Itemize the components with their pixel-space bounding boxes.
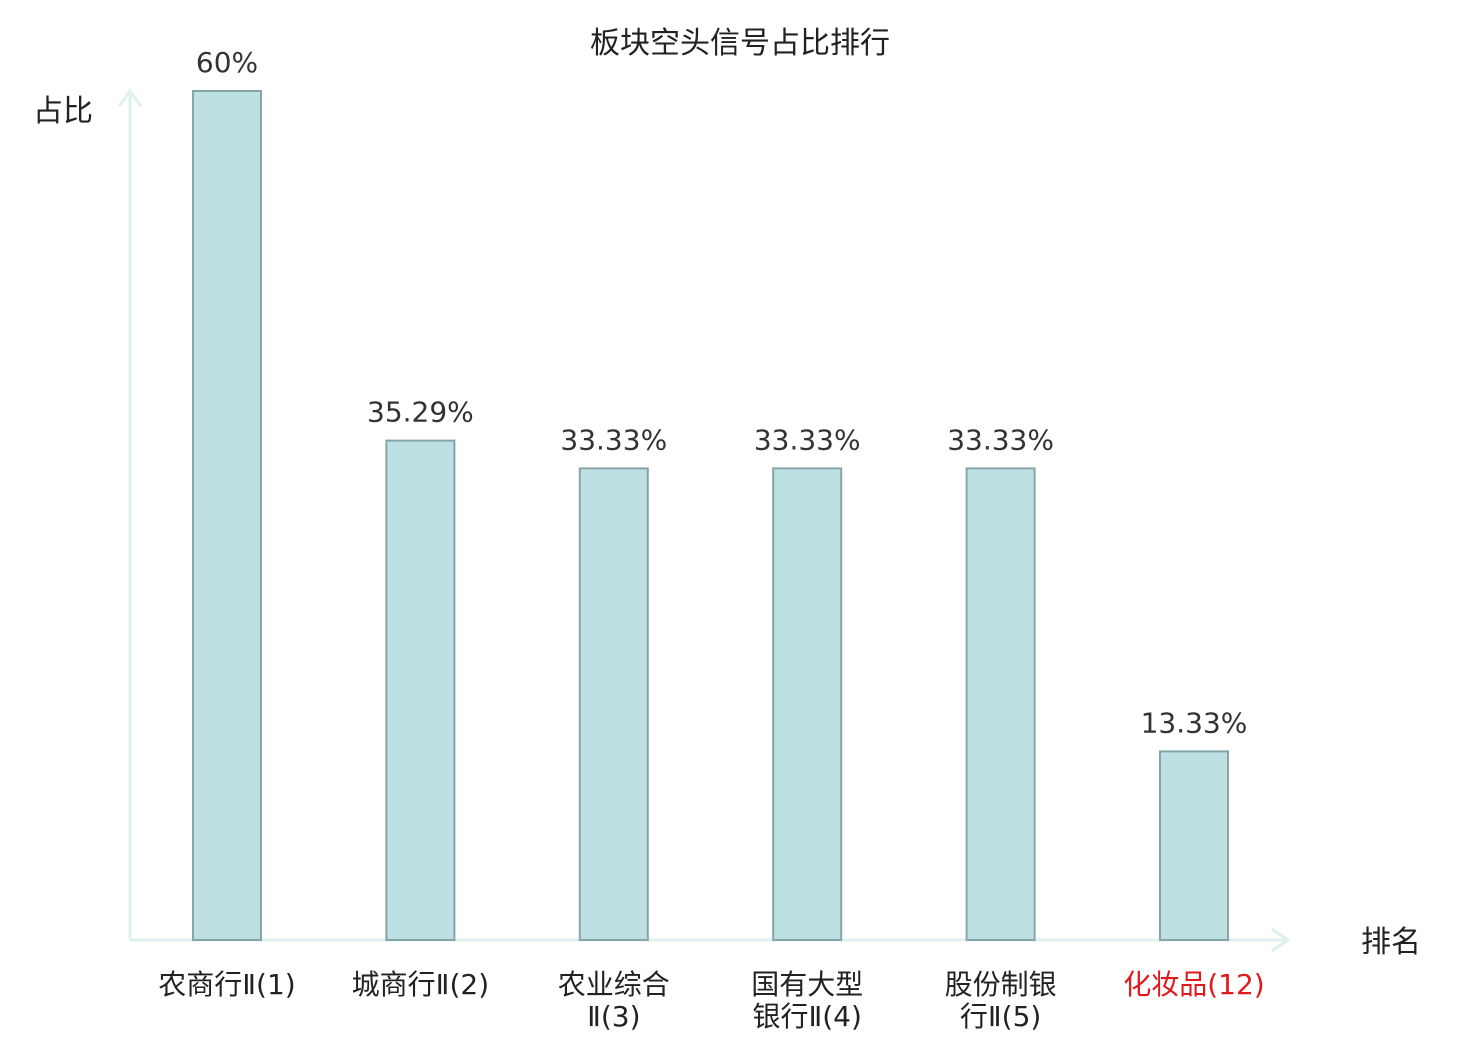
y-axis-label: 占比 — [33, 94, 93, 129]
category-label-4-line-1: 国有大型 — [751, 968, 863, 1001]
bar-4 — [772, 467, 843, 941]
value-label-6: 13.33% — [1141, 706, 1248, 739]
category-label-5-line-2: 行Ⅱ(5) — [960, 1000, 1041, 1033]
bars — [192, 90, 1229, 942]
category-label-6: 化妆品(12) — [1123, 968, 1264, 1001]
y-axis — [117, 88, 143, 940]
y-axis-arrow — [117, 88, 143, 107]
x-axis-arrow — [1271, 927, 1291, 953]
bar-1 — [192, 90, 262, 941]
category-label-5-line-1: 股份制银 — [945, 968, 1057, 1001]
category-label-1: 农商行Ⅱ(1) — [158, 968, 295, 1001]
category-label-1-line-1: 农商行Ⅱ(1) — [158, 968, 295, 1001]
value-label-3: 33.33% — [560, 423, 667, 456]
bar-6 — [1159, 750, 1229, 942]
category-label-3: 农业综合 Ⅱ(3) — [558, 968, 670, 1033]
category-label-4-line-2: 银行Ⅱ(4) — [752, 1000, 861, 1033]
value-label-4: 33.33% — [754, 423, 861, 456]
category-label-3-line-1: 农业综合 — [558, 968, 670, 1001]
category-label-6-line-1: 化妆品(12) — [1123, 968, 1264, 1001]
category-label-5: 股份制银行Ⅱ(5) — [945, 968, 1057, 1033]
value-label-5: 33.33% — [947, 423, 1054, 456]
category-label-2: 城商行Ⅱ(2) — [352, 968, 489, 1001]
x-axis-label: 排名 — [1361, 925, 1421, 960]
value-label-1: 60% — [196, 46, 258, 79]
bar-5 — [965, 467, 1036, 941]
category-label-3-line-2: Ⅱ(3) — [587, 1000, 640, 1033]
category-labels: 农商行Ⅱ(1) 城商行Ⅱ(2) 农业综合 Ⅱ(3) 国有大型银行Ⅱ(4) 股份制银行Ⅱ(5… — [158, 968, 1264, 1033]
bar-3 — [578, 467, 649, 941]
category-label-2-line-1: 城商行Ⅱ(2) — [352, 968, 489, 1001]
chart-title: 板块空头信号占比排行 — [590, 26, 890, 61]
x-axis — [130, 927, 1291, 953]
value-label-2: 35.29% — [367, 396, 474, 429]
bar-2 — [385, 439, 456, 941]
category-label-4: 国有大型银行Ⅱ(4) — [751, 968, 863, 1033]
value-labels: 60% 35.29% 33.33% 33.33% 33.33% 13.33% — [196, 46, 1248, 739]
